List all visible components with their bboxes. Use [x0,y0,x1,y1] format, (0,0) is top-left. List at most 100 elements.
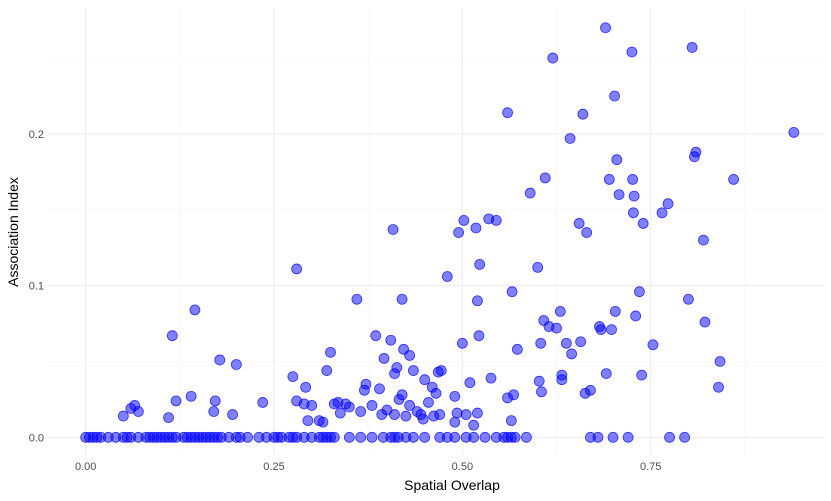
data-point [606,324,617,336]
data-point [306,400,318,411]
data-point [603,174,615,185]
data-point [287,371,299,383]
data-point [449,416,461,428]
data-point [490,214,502,226]
data-point [686,42,698,53]
data-point [366,431,378,443]
x-tick-label: 0.50 [452,461,473,473]
data-point [479,431,491,443]
data-point [533,375,545,387]
data-point [547,52,559,64]
data-point [474,258,486,270]
data-point [400,410,412,422]
data-point [185,390,197,402]
data-point [343,401,355,413]
data-point [698,234,709,246]
data-point [117,410,129,422]
data-point [458,214,470,226]
data-point [502,107,513,119]
y-axis-ticks: 0.0 0.1 0.2 [29,129,44,444]
data-point [585,384,596,396]
data-point [473,330,485,342]
data-point [325,346,336,358]
data-point [714,356,726,367]
data-point [387,224,399,235]
data-point [133,406,144,417]
data-point [699,316,711,328]
data-point [170,395,182,407]
data-point [600,22,611,34]
data-point [453,227,465,238]
data-point [628,190,640,202]
data-point [560,337,572,349]
data-point [227,409,238,420]
data-point [451,407,463,419]
data-point [662,198,674,210]
data-point [407,365,419,376]
data-point [505,415,517,427]
data-point [472,407,483,419]
data-point [385,334,397,346]
data-point [556,369,568,381]
data-point [535,337,547,349]
data-point [435,365,447,376]
data-point [300,381,312,393]
data-point [257,397,269,408]
data-point [472,295,483,307]
data-point [508,389,519,401]
data-point [539,172,551,184]
data-point [317,416,329,428]
data-point [627,207,639,219]
data-point [208,406,220,417]
data-point [355,406,367,417]
data-point [391,362,403,373]
data-point [291,263,303,275]
data-point [509,431,521,443]
data-point [334,407,346,419]
data-point [366,400,378,411]
data-point [468,419,480,431]
data-point [468,431,480,443]
data-point [214,354,226,366]
data-point [521,431,532,443]
data-point [627,174,639,185]
data-point [449,390,461,402]
data-point [407,431,419,443]
data-point [573,218,585,229]
data-point [417,413,429,425]
data-point [581,227,593,238]
data-point [788,126,800,138]
data-point [423,397,434,408]
data-point [404,400,416,411]
data-point [630,310,642,322]
data-point [360,378,372,390]
data-point [464,377,476,389]
data-point [595,324,607,336]
data-point [396,293,408,305]
data-point [355,431,367,443]
data-point [485,372,497,384]
data-point [532,262,544,273]
data-point [728,174,739,185]
x-tick-label: 0.25 [263,461,284,473]
data-point [230,359,242,370]
data-point [577,108,589,120]
data-point [189,304,201,316]
data-point [613,189,625,200]
data-point [647,339,659,351]
data-point [396,389,408,401]
data-point [441,271,453,282]
data-point [626,46,638,58]
data-point [511,343,523,355]
data-point [374,383,385,395]
data-point [460,409,472,420]
data-point [389,409,400,420]
data-point [679,431,691,443]
data-point [536,386,547,398]
y-tick-label: 0.0 [29,432,44,444]
data-point [302,415,314,427]
data-point [664,431,675,443]
data-point [656,207,668,219]
x-axis-title: Spatial Overlap [404,477,500,493]
